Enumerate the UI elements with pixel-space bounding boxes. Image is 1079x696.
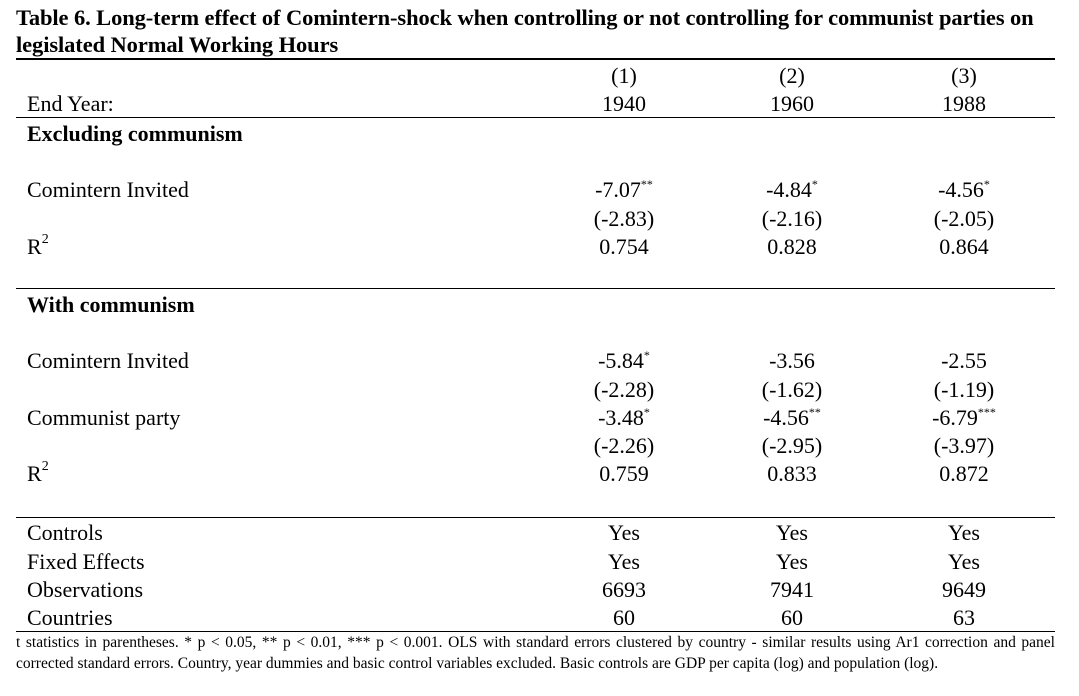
r2-cell: 0.759: [599, 461, 649, 486]
tstat-cell: (-2.16): [761, 206, 823, 231]
table-note: t statistics in parentheses. * p < 0.05,…: [16, 634, 1055, 672]
table-cell: Yes: [607, 520, 640, 545]
r2-cell: 0.754: [599, 234, 649, 259]
row-label-countries: Countries: [27, 605, 113, 630]
row-label-communist-party: Communist party: [27, 405, 181, 430]
end-year-label: End Year:: [27, 91, 114, 116]
column-year-2: 1960: [770, 91, 814, 116]
coef-cell: -6.79***: [932, 405, 996, 430]
table-cell: 6693: [602, 577, 646, 602]
section-rule: [16, 288, 1055, 289]
tstat-cell: (-3.97): [933, 433, 995, 458]
table-cell: Yes: [775, 549, 808, 574]
column-number-2: (2): [779, 63, 805, 88]
tstat-cell: (-2.26): [593, 433, 655, 458]
row-label-r2-with: R2: [27, 459, 49, 487]
coef-cell: -4.56*: [938, 177, 990, 202]
row-label-observations: Observations: [27, 577, 144, 602]
row-label-comintern-with: Comintern Invited: [27, 348, 189, 373]
bottom-rule: [16, 631, 1055, 632]
table-cell: 60: [613, 605, 635, 630]
column-year-1: 1940: [602, 91, 646, 116]
coef-cell: -7.07**: [595, 177, 653, 202]
tstat-cell: (-2.28): [593, 377, 655, 402]
section-heading-excluding: Excluding communism: [27, 121, 243, 146]
coef-cell: -3.48*: [598, 405, 650, 430]
row-label-fixed-effects: Fixed Effects: [27, 549, 145, 574]
coef-cell: -4.56**: [763, 405, 821, 430]
tstat-cell: (-1.19): [933, 377, 995, 402]
table-title: Table 6. Long-term effect of Comintern-s…: [16, 5, 1034, 57]
table-cell: Yes: [607, 549, 640, 574]
column-number-1: (1): [611, 63, 637, 88]
coef-cell: -2.55: [941, 348, 987, 373]
tstat-cell: (-2.83): [593, 206, 655, 231]
row-label-r2-excluding: R2: [27, 232, 49, 260]
row-label-comintern-excluding: Comintern Invited: [27, 177, 189, 202]
tstat-cell: (-2.05): [933, 206, 995, 231]
table-cell: Yes: [947, 549, 980, 574]
row-label-controls: Controls: [27, 520, 103, 545]
coef-cell: -4.84*: [766, 177, 818, 202]
r2-cell: 0.828: [767, 234, 817, 259]
table-cell: 60: [781, 605, 803, 630]
bottom-section-rule: [16, 517, 1055, 518]
table-cell: 7941: [770, 577, 814, 602]
coef-cell: -5.84*: [598, 348, 650, 373]
r2-cell: 0.872: [939, 461, 989, 486]
column-year-3: 1988: [942, 91, 986, 116]
top-rule: [16, 58, 1055, 60]
table-cell: Yes: [775, 520, 808, 545]
table-cell: 63: [953, 605, 975, 630]
r2-cell: 0.864: [939, 234, 989, 259]
section-heading-with: With communism: [27, 292, 195, 317]
r2-cell: 0.833: [767, 461, 817, 486]
column-number-3: (3): [951, 63, 977, 88]
tstat-cell: (-2.95): [761, 433, 823, 458]
header-rule: [16, 117, 1055, 118]
table-cell: 9649: [942, 577, 986, 602]
table-cell: Yes: [947, 520, 980, 545]
coef-cell: -3.56: [769, 348, 815, 373]
tstat-cell: (-1.62): [761, 377, 823, 402]
